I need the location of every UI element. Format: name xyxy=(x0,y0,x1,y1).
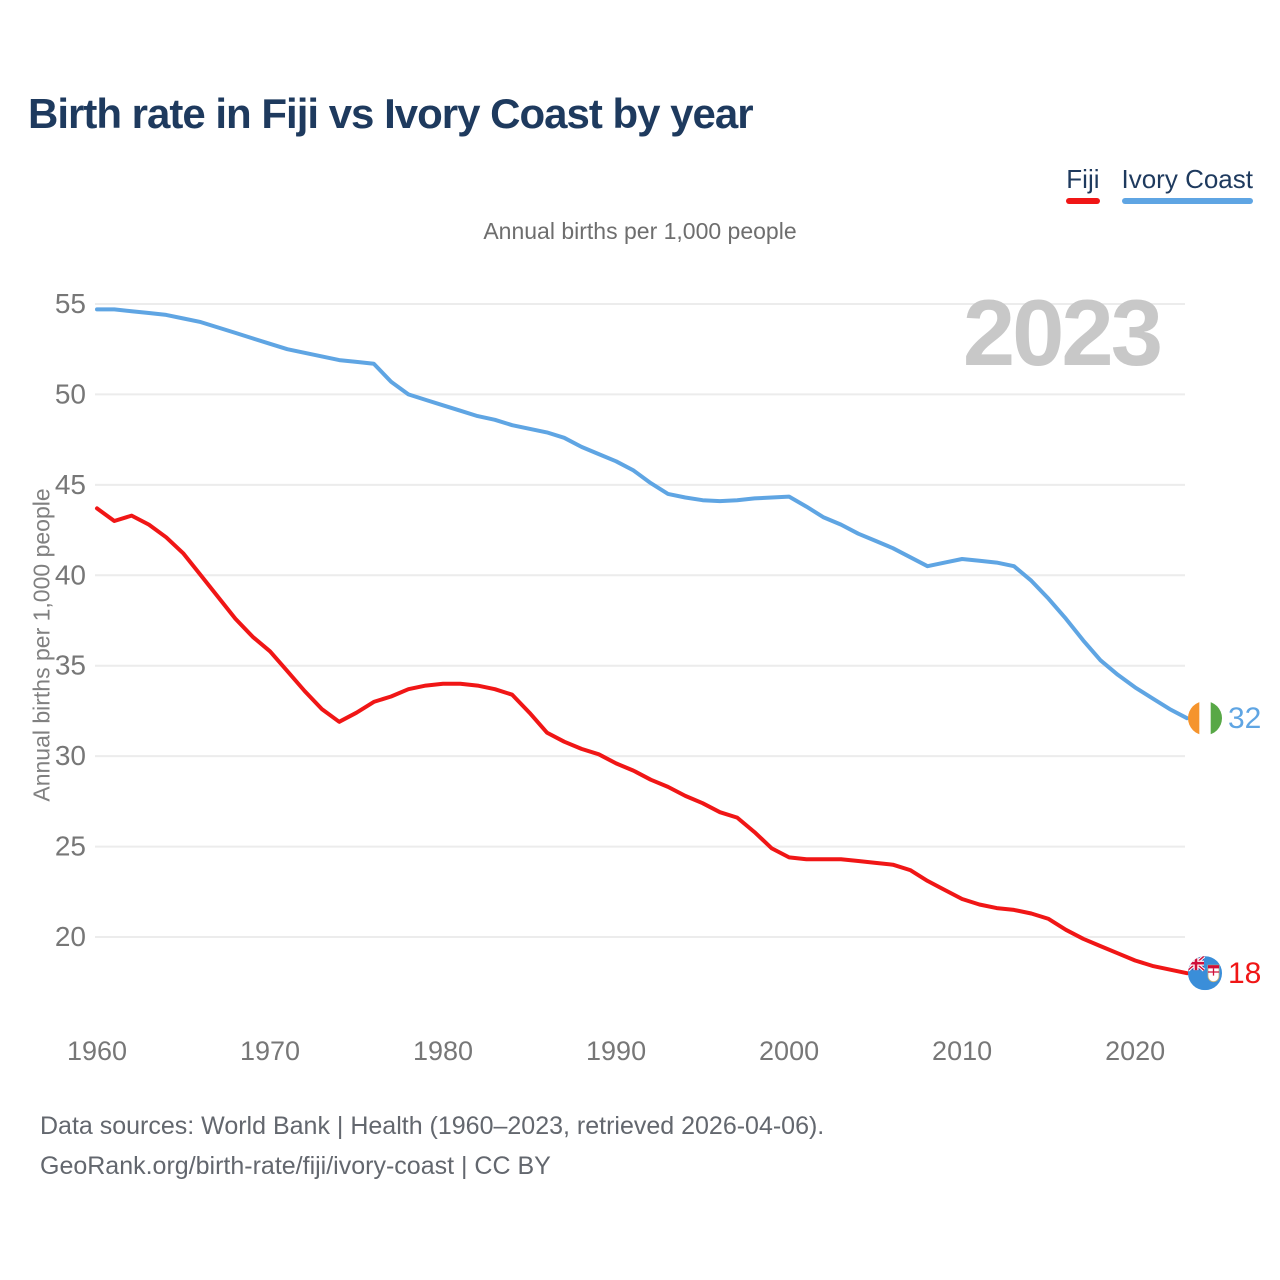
end-markers: 32 18 xyxy=(1188,701,1261,991)
x-tick-label: 2010 xyxy=(932,1036,992,1066)
series-lines xyxy=(95,307,1189,976)
y-tick-label: 40 xyxy=(55,559,86,590)
ivory-coast-line xyxy=(95,307,1189,721)
fiji-legend-underline xyxy=(1066,198,1100,204)
y-tick-label: 45 xyxy=(55,469,86,500)
x-tick-label: 1980 xyxy=(413,1036,473,1066)
y-tick-labels: 55 50 45 40 35 30 25 20 xyxy=(55,288,86,952)
y-tick-label: 20 xyxy=(55,921,86,952)
x-tick-label: 2000 xyxy=(759,1036,819,1066)
x-tick-label: 1990 xyxy=(586,1036,646,1066)
x-tick-label: 1970 xyxy=(240,1036,300,1066)
y-tick-label: 35 xyxy=(55,650,86,681)
y-tick-label: 30 xyxy=(55,740,86,771)
legend: Fiji Ivory Coast xyxy=(1066,164,1253,204)
ivory-coast-legend-underline xyxy=(1121,198,1253,204)
footer-sources: Data sources: World Bank | Health (1960–… xyxy=(40,1112,825,1140)
fiji-line xyxy=(95,506,1189,976)
x-tick-label: 2020 xyxy=(1105,1036,1165,1066)
y-tick-label: 50 xyxy=(55,378,86,409)
legend-item-ivory-coast[interactable]: Ivory Coast xyxy=(1121,164,1254,204)
fiji-end-label: 18 xyxy=(1228,957,1261,990)
y-tick-label: 55 xyxy=(55,288,86,319)
legend-label-ivory-coast: Ivory Coast xyxy=(1121,164,1254,194)
chart-subtitle: Annual births per 1,000 people xyxy=(483,218,797,244)
watermark: 2023 xyxy=(963,280,1160,385)
legend-label-fiji: Fiji xyxy=(1066,164,1100,194)
fiji-flag-icon xyxy=(1188,956,1222,991)
footer-attribution: GeoRank.org/birth-rate/fiji/ivory-coast … xyxy=(40,1152,551,1180)
ivory-coast-flag-icon xyxy=(1188,701,1222,736)
page-title: Birth rate in Fiji vs Ivory Coast by yea… xyxy=(28,90,754,137)
y-tick-label: 25 xyxy=(55,831,86,862)
ivory-coast-end-label: 32 xyxy=(1228,702,1261,735)
x-tick-labels: 1960 1970 1980 1990 2000 2010 2020 xyxy=(67,1036,1165,1066)
legend-item-fiji[interactable]: Fiji xyxy=(1066,164,1100,204)
footer: Data sources: World Bank | Health (1960–… xyxy=(40,1106,824,1186)
x-tick-label: 1960 xyxy=(67,1036,127,1066)
gridlines xyxy=(95,303,1185,939)
